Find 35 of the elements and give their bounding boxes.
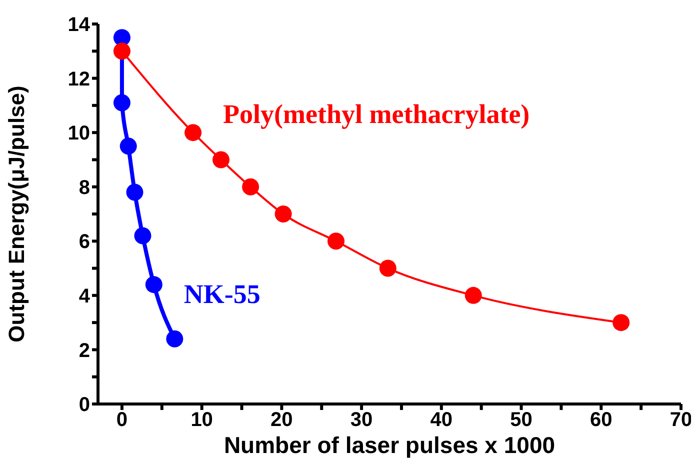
point: [166, 330, 184, 348]
y-tick-label: 2: [78, 340, 90, 362]
point: [126, 184, 144, 201]
x-tick-label: 10: [190, 409, 213, 432]
x-tick-label: 0: [116, 409, 128, 432]
point: [113, 94, 130, 112]
point: [242, 178, 260, 196]
x-tick-label: 70: [670, 409, 692, 432]
y-axis-title: Output Energy(μJ/pulse): [4, 86, 29, 342]
x-tick-label: 60: [590, 409, 612, 432]
point: [274, 206, 292, 222]
x-tick-label: 20: [270, 409, 293, 432]
x-tick-label: 30: [350, 409, 373, 432]
point: [120, 138, 137, 155]
y-tick-label: 6: [78, 231, 90, 254]
y-tick-label: 0: [78, 394, 90, 416]
y-tick-label: 14: [68, 14, 91, 36]
series-label: NK-55: [184, 278, 260, 310]
point: [113, 42, 130, 60]
y-tick-label: 12: [68, 68, 90, 90]
x-axis-title: Number of laser pulses x 1000: [222, 432, 556, 459]
y-tick-label: 10: [68, 122, 90, 145]
x-tick-label: 50: [510, 409, 532, 432]
point: [145, 276, 162, 294]
point: [464, 286, 482, 304]
point: [612, 314, 630, 332]
y-tick-label: 4: [78, 286, 91, 308]
point: [184, 124, 202, 142]
point: [212, 151, 230, 168]
point: [379, 260, 396, 277]
series-label: Poly(methyl methacrylate): [223, 98, 530, 130]
y-tick-label: 8: [78, 176, 90, 199]
point: [134, 227, 152, 244]
x-tick-label: 40: [430, 409, 453, 432]
point: [327, 232, 344, 250]
